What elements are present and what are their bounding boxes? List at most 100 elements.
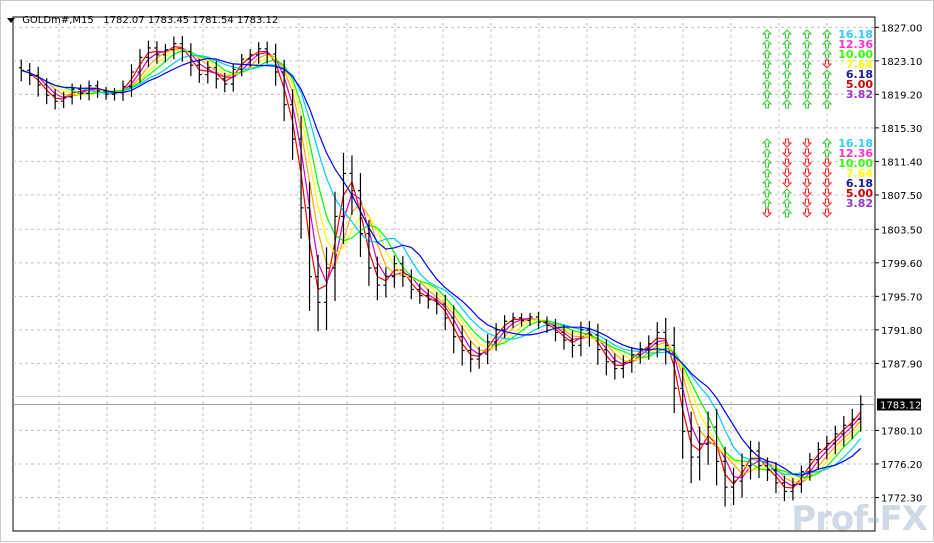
y-tick-label: 1776.20 <box>881 460 922 471</box>
y-tick-label: 1815.30 <box>881 124 922 135</box>
arrow-down-icon <box>761 208 773 218</box>
arrow-down-icon <box>821 178 833 188</box>
level-value: 6.18 <box>846 68 873 81</box>
arrow-up-icon <box>801 29 813 39</box>
arrow-up-icon <box>821 69 833 79</box>
arrow-up-icon <box>781 89 793 99</box>
arrow-up-icon <box>821 39 833 49</box>
arrow-up-icon <box>761 198 773 208</box>
moving-averages <box>21 46 862 489</box>
arrow-up-icon <box>821 79 833 89</box>
arrow-down-icon <box>781 148 793 158</box>
ma-line <box>21 47 862 487</box>
arrow-down-icon <box>781 168 793 178</box>
arrow-up-icon <box>781 99 793 109</box>
arrow-down-icon <box>821 59 833 69</box>
arrow-up-icon <box>801 49 813 59</box>
signal-panels: 16.1812.3610.007.646.185.003.8216.1812.3… <box>761 28 873 218</box>
arrow-up-icon <box>801 39 813 49</box>
y-tick-label: 1803.50 <box>881 225 922 236</box>
level-value: 16.18 <box>838 137 873 150</box>
y-tick-label: 1819.20 <box>881 90 922 101</box>
arrow-up-icon <box>761 178 773 188</box>
arrow-up-icon <box>761 79 773 89</box>
y-tick-label: 1807.50 <box>881 191 922 202</box>
y-tick-label: 1799.60 <box>881 259 922 270</box>
arrow-down-icon <box>801 138 813 148</box>
ohlc-label: 1782.07 1783.45 1781.54 1783.12 <box>103 15 279 26</box>
arrow-up-icon <box>761 39 773 49</box>
ma-line <box>21 48 862 481</box>
plot-border <box>12 16 876 532</box>
current-price-box <box>877 398 921 411</box>
symbol-label: GOLDm#,M15 <box>22 15 94 26</box>
arrow-down-icon <box>821 208 833 218</box>
arrow-up-icon <box>821 29 833 39</box>
arrow-up-icon <box>821 49 833 59</box>
y-tick-label: 1791.80 <box>881 326 922 337</box>
arrow-up-icon <box>801 89 813 99</box>
arrow-up-icon <box>781 29 793 39</box>
candles <box>18 35 864 507</box>
arrow-up-icon <box>761 69 773 79</box>
dropdown-triangle-icon[interactable] <box>7 17 15 23</box>
arrow-up-icon <box>781 49 793 59</box>
arrow-down-icon <box>821 158 833 168</box>
arrow-up-icon <box>781 208 793 218</box>
arrow-down-icon <box>801 188 813 198</box>
arrow-up-icon <box>801 59 813 69</box>
level-value: 12.36 <box>838 147 873 160</box>
y-tick-label: 1787.90 <box>881 359 922 370</box>
chart-grid <box>12 16 876 532</box>
arrow-up-icon <box>761 138 773 148</box>
level-value: 6.18 <box>846 177 873 190</box>
arrow-down-icon <box>781 138 793 148</box>
arrow-up-icon <box>821 138 833 148</box>
level-value: 10.00 <box>838 157 873 170</box>
level-value: 16.18 <box>838 28 873 41</box>
level-value: 12.36 <box>838 38 873 51</box>
level-value: 5.00 <box>846 78 873 91</box>
level-value: 7.64 <box>846 58 873 71</box>
arrow-down-icon <box>801 158 813 168</box>
arrow-up-icon <box>761 89 773 99</box>
arrow-down-icon <box>801 168 813 178</box>
arrow-up-icon <box>761 49 773 59</box>
arrow-up-icon <box>781 69 793 79</box>
ma-line <box>21 50 862 479</box>
level-value: 3.82 <box>846 88 873 101</box>
current-price-label: 1783.12 <box>880 400 921 411</box>
y-tick-label: 1811.40 <box>881 157 922 168</box>
arrow-down-icon <box>781 178 793 188</box>
y-tick-label: 1772.30 <box>881 493 922 504</box>
arrow-up-icon <box>761 99 773 109</box>
arrow-down-icon <box>801 148 813 158</box>
level-value: 10.00 <box>838 48 873 61</box>
ma-line <box>21 54 862 476</box>
watermark-text: Prof-FX <box>791 499 928 539</box>
arrow-up-icon <box>801 99 813 109</box>
arrow-up-icon <box>781 59 793 69</box>
price-axis: 1827.00 1823.10 1819.20 1815.30 1811.40 1807.… <box>875 23 922 504</box>
arrow-up-icon <box>801 69 813 79</box>
arrow-down-icon <box>821 198 833 208</box>
arrow-up-icon <box>781 79 793 89</box>
arrow-up-icon <box>781 188 793 198</box>
arrow-down-icon <box>801 208 813 218</box>
arrow-up-icon <box>781 198 793 208</box>
y-tick-label: 1795.70 <box>881 292 922 303</box>
level-value: 5.00 <box>846 187 873 200</box>
arrow-down-icon <box>821 168 833 178</box>
arrow-up-icon <box>761 188 773 198</box>
arrow-up-icon <box>821 89 833 99</box>
arrow-down-icon <box>801 178 813 188</box>
arrow-down-icon <box>821 188 833 198</box>
y-tick-label: 1780.10 <box>881 426 922 437</box>
arrow-up-icon <box>801 79 813 89</box>
level-value: 3.82 <box>846 197 873 210</box>
chart-header: GOLDm#,M15 1782.07 1783.45 1781.54 1783.… <box>7 15 278 26</box>
